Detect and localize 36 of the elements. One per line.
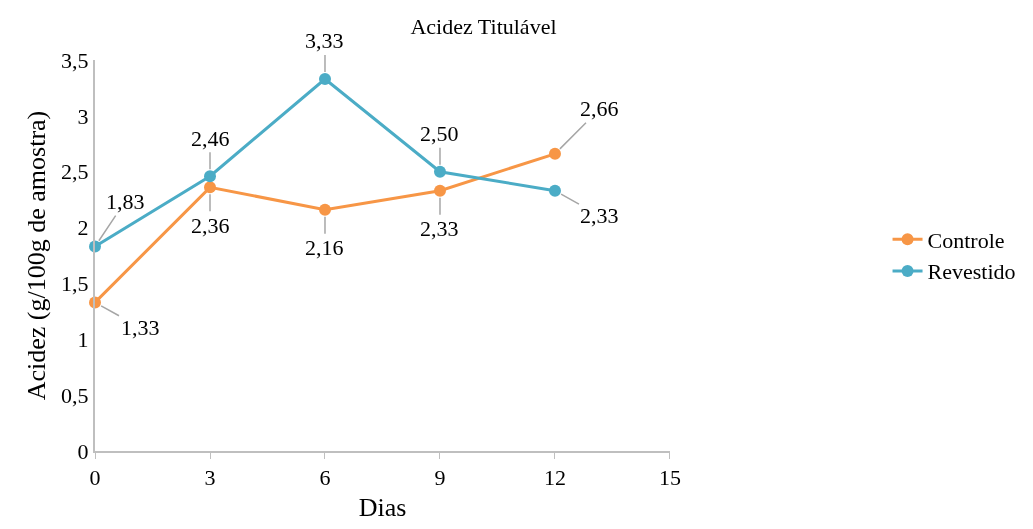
legend-label: Controle [927,227,1005,253]
point [204,181,216,194]
data-label: 2,16 [305,235,344,260]
data-label: 1,83 [106,189,145,214]
x-tick-label: 6 [319,465,331,491]
data-label: 3,33 [305,28,344,53]
point [548,184,561,197]
point [319,203,331,216]
data-label: 2,46 [191,126,230,151]
y-tick-label: 2,5 [61,159,89,185]
chart-title: Acidez Titulável [410,13,557,39]
x-tick-label: 12 [543,465,566,491]
y-tick-label: 2 [77,215,89,241]
y-tick-label: 3,5 [61,47,89,73]
y-tick-label: 3 [77,103,89,129]
data-label: 2,33 [580,203,619,228]
data-label: 2,66 [580,96,619,121]
x-tick-label: 9 [434,465,446,491]
point [204,170,216,183]
point [319,72,331,85]
data-label: 1,33 [121,315,160,340]
point [434,165,446,178]
data-label: 2,36 [191,213,230,238]
x-tick-label: 15 [658,465,681,491]
data-label: 2,50 [420,121,459,146]
x-tick-label: 3 [204,465,216,491]
x-axis-title: Dias [358,492,407,522]
y-tick-label: 0,5 [61,382,89,408]
legend-label: Revestido [927,259,1016,285]
y-tick-label: 1 [77,326,89,352]
y-tick-label: 1,5 [61,271,89,297]
point [434,184,446,197]
y-tick-label: 0 [77,438,89,464]
point [548,147,561,160]
y-axis-title: Acidez (g/100g de amostra) [22,110,51,401]
data-label: 2,33 [420,216,459,241]
